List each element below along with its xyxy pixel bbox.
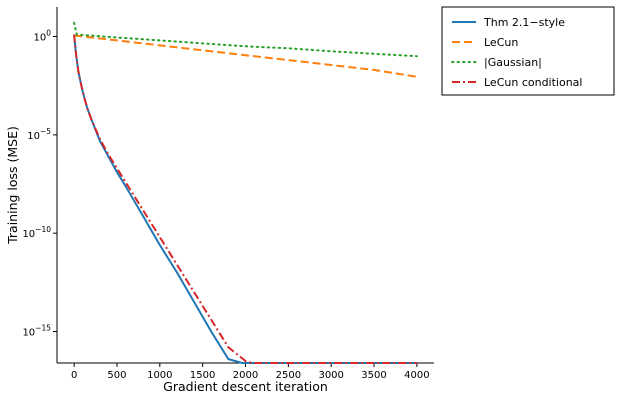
series-line-0 (73, 34, 417, 364)
y-tick-exponent: 0 (46, 29, 51, 38)
series-line-2 (73, 21, 418, 58)
y-tick-label: 10−10 (22, 225, 51, 240)
legend-label-1: LeCun (484, 36, 518, 49)
x-tick-label: 2500 (276, 370, 301, 381)
x-tick-label: 4000 (404, 370, 429, 381)
series-layer (73, 21, 418, 364)
x-tick-label: 1000 (147, 370, 172, 381)
x-tick-label: 0 (71, 370, 77, 381)
series-line-3 (73, 34, 417, 364)
axes (56, 7, 434, 364)
y-tick-exponent: −15 (35, 324, 51, 333)
x-ticks: 0 500 1000 1500 2000 2500 3000 3500 4000 (71, 363, 430, 381)
y-tick-base: 10 (27, 131, 40, 142)
legend: Thm 2.1−style LeCun |Gaussian| LeCun condit… (441, 6, 615, 96)
y-tick-label: 10−5 (27, 127, 51, 142)
x-tick-label: 2000 (233, 370, 258, 381)
y-tick-exponent: −5 (40, 127, 51, 136)
series-line-1 (73, 34, 418, 78)
y-tick-base: 10 (22, 328, 35, 339)
legend-label-3: LeCun conditional (484, 76, 582, 89)
y-tick-label: 100 (33, 29, 51, 44)
y-tick-base: 10 (22, 229, 35, 240)
y-axis-label: Training loss (MSE) (5, 126, 20, 245)
x-tick-label: 500 (107, 370, 126, 381)
y-tick-label: 10−15 (22, 324, 51, 339)
x-tick-label: 3000 (318, 370, 343, 381)
x-tick-label: 1500 (190, 370, 215, 381)
legend-label-2: |Gaussian| (484, 56, 542, 69)
x-axis-label: Gradient descent iteration (163, 379, 328, 394)
y-tick-exponent: −10 (35, 225, 51, 234)
y-tick-base: 10 (33, 33, 46, 44)
legend-label-0: Thm 2.1−style (483, 16, 565, 29)
x-tick-label: 3500 (361, 370, 386, 381)
